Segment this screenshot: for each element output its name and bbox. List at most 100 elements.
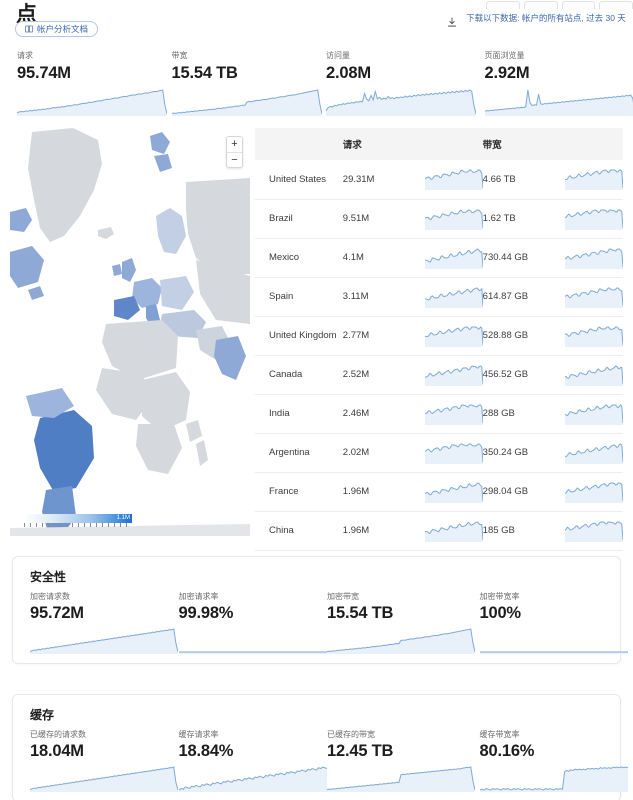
table-row[interactable]: United Kingdom 2.77M 528.88 GB — [255, 316, 623, 355]
table-row[interactable]: United States 29.31M 4.66 TB — [255, 160, 623, 199]
table-row[interactable]: India 2.46M 288 GB — [255, 394, 623, 433]
chrome-pill[interactable] — [523, 1, 558, 9]
cell-requests: 9.51M — [342, 213, 370, 224]
cell-requests-sparkline — [424, 160, 483, 199]
th-country — [255, 128, 343, 160]
cell-bandwidth-sparkline — [564, 394, 623, 433]
metric-value: 18.84% — [178, 742, 234, 760]
data-table: 请求 带宽 United States 29.31M 4.66 TB Brazil 9.… — [255, 128, 623, 551]
security-panel-title: 安全性 — [30, 570, 67, 584]
metric-encrypted-request-rate: 加密请求率 99.98% — [171, 591, 327, 661]
summary-metrics: 请求 95.74M 带宽 15.54 TB 访问量 2.08M 页面浏览量 2.… — [0, 50, 633, 118]
map-choropleth[interactable] — [10, 124, 250, 536]
metric-label: 加密带宽 — [327, 592, 359, 601]
download-icon[interactable] — [447, 12, 457, 33]
metric-pageviews: 页面浏览量 2.92M — [475, 50, 633, 118]
cell-requests-sparkline — [424, 394, 483, 433]
cache-request-rate-sparkline — [178, 766, 327, 792]
metric-value: 95.72M — [30, 604, 84, 622]
metric-requests: 请求 95.74M — [0, 50, 167, 118]
th-bandwidth[interactable]: 带宽 — [482, 128, 565, 160]
metric-encrypted-bandwidth: 加密带宽 15.54 TB — [319, 591, 475, 661]
cell-country: Mexico — [269, 252, 300, 263]
metric-value: 15.54 TB — [327, 604, 394, 622]
cell-country: India — [269, 408, 290, 419]
chrome-pill[interactable] — [561, 1, 596, 9]
legend-max-label: 1.1M — [116, 515, 130, 521]
metric-label: 缓存带宽率 — [479, 730, 520, 739]
metric-value: 2.08M — [326, 64, 371, 82]
table-row[interactable]: Argentina 2.02M 350.24 GB — [255, 433, 623, 472]
enc-requests-sparkline — [30, 628, 178, 654]
cell-country: France — [269, 486, 299, 497]
cell-bandwidth-sparkline — [564, 316, 623, 355]
cache-panel-title: 缓存 — [30, 708, 55, 722]
table-row[interactable]: Canada 2.52M 456.52 GB — [255, 355, 623, 394]
metric-label: 已缓存的请求数 — [30, 730, 86, 739]
security-metrics: 加密请求数 95.72M 加密请求率 99.98% 加密带宽 15.54 TB … — [13, 591, 628, 661]
table-body: United States 29.31M 4.66 TB Brazil 9.51M 1.6… — [255, 160, 623, 550]
cell-bandwidth-sparkline — [564, 160, 623, 199]
chrome-pill[interactable] — [486, 1, 520, 9]
metric-encrypted-bandwidth-rate: 加密带宽率 100% — [468, 591, 628, 661]
map-zoom-controls[interactable]: + − — [226, 136, 243, 168]
cell-requests-sparkline — [424, 316, 483, 355]
cell-country: Argentina — [269, 447, 310, 458]
table-row[interactable]: China 1.96M 185 GB — [255, 511, 623, 550]
cell-bandwidth: 288 GB — [482, 408, 515, 419]
metric-label: 请求 — [17, 51, 33, 60]
cell-bandwidth-sparkline — [564, 277, 623, 316]
metric-cached-requests: 已缓存的请求数 18.04M — [13, 729, 178, 799]
bandwidth-sparkline — [171, 89, 322, 116]
metric-label: 缓存请求率 — [178, 730, 219, 739]
requests-sparkline — [17, 89, 167, 116]
security-panel: 安全性 加密请求数 95.72M 加密请求率 99.98% 加密带宽 15.54… — [12, 556, 628, 664]
th-requests-spark — [424, 128, 483, 160]
th-requests[interactable]: 请求 — [342, 128, 425, 160]
cell-bandwidth-sparkline — [564, 472, 623, 511]
metric-label: 页面浏览量 — [484, 51, 525, 60]
visits-sparkline — [326, 89, 476, 116]
metric-value: 95.74M — [17, 64, 71, 82]
cell-requests: 4.1M — [342, 252, 364, 263]
country-breakdown-table: 请求 带宽 United States 29.31M 4.66 TB Brazil 9.… — [255, 128, 623, 580]
metric-label: 带宽 — [171, 51, 188, 60]
cell-requests: 2.02M — [342, 447, 370, 458]
table-row[interactable]: Mexico 4.1M 730.44 GB — [255, 238, 623, 277]
cell-bandwidth: 456.52 GB — [482, 369, 529, 380]
account-analytics-docs-link[interactable]: 帐户分析文档 — [15, 21, 99, 37]
metric-label: 访问量 — [326, 51, 350, 60]
cell-bandwidth: 1.62 TB — [482, 213, 516, 224]
map-zoom-out-button[interactable]: − — [227, 152, 242, 167]
download-data-control[interactable]: 下载以下数据: 帐户的所有站点, 过去 30 天 — [447, 12, 627, 33]
table-header: 请求 带宽 — [255, 128, 623, 160]
cell-requests-sparkline — [424, 355, 483, 394]
th-bandwidth-spark — [564, 128, 623, 160]
metric-value: 100% — [479, 604, 522, 622]
cache-panel: 缓存 已缓存的请求数 18.04M 缓存请求率 18.84% 已缓存的带宽 12… — [12, 694, 628, 800]
metric-value: 99.98% — [178, 604, 234, 622]
metric-value: 80.16% — [479, 742, 535, 760]
table-row[interactable]: France 1.96M 298.04 GB — [255, 472, 623, 511]
map-zoom-in-button[interactable]: + — [227, 137, 242, 152]
cell-bandwidth: 4.66 TB — [482, 173, 516, 185]
cell-requests-sparkline — [424, 433, 483, 472]
metric-value: 15.54 TB — [171, 64, 238, 82]
cache-bandwidth-rate-sparkline — [479, 766, 628, 792]
cell-country: United States — [269, 173, 327, 185]
cell-country: Canada — [269, 369, 303, 380]
cell-requests: 2.77M — [342, 330, 370, 341]
metric-encrypted-requests: 加密请求数 95.72M — [13, 591, 178, 661]
cell-requests-sparkline — [424, 472, 483, 511]
cell-country: Spain — [269, 291, 294, 302]
cell-bandwidth: 185 GB — [482, 525, 515, 536]
cell-requests: 3.11M — [342, 291, 369, 302]
doc-pill-label: 帐户分析文档 — [37, 24, 89, 34]
table-row[interactable]: Spain 3.11M 614.87 GB — [255, 277, 623, 316]
cell-requests-sparkline — [424, 277, 483, 316]
world-map[interactable]: + − 1.1M — [10, 124, 250, 536]
cell-bandwidth-sparkline — [564, 433, 623, 472]
table-row[interactable]: Brazil 9.51M 1.62 TB — [255, 199, 623, 238]
pageviews-sparkline — [484, 89, 633, 116]
